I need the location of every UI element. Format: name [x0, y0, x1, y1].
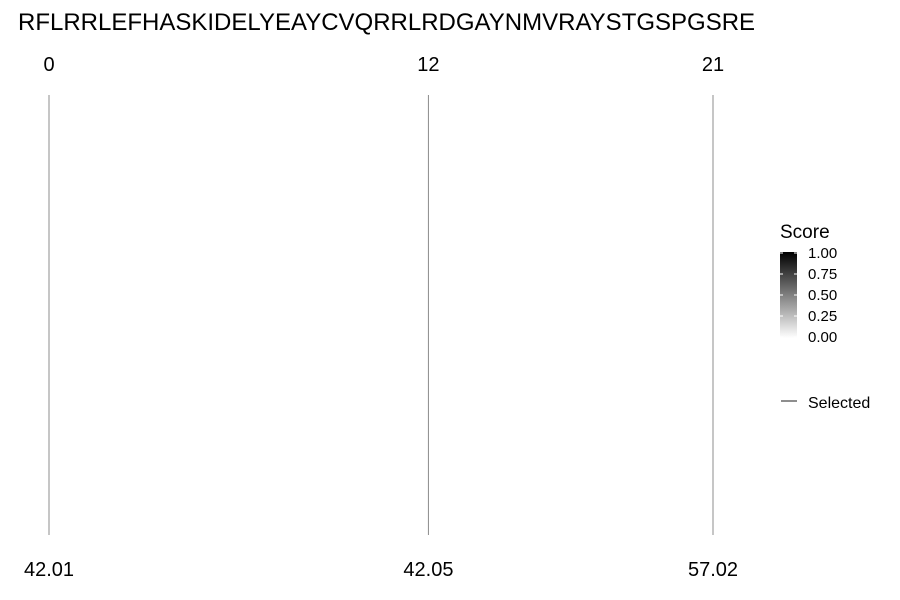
legend: Score 1.00 0.75 0.50 0.25 0.00 Selected [780, 222, 870, 412]
legend-gradient-bar [780, 252, 797, 338]
position-lines: 0 42.01 12 42.05 21 57.02 [24, 54, 738, 581]
line-bottom-label: 57.02 [688, 559, 738, 581]
legend-selected-label: Selected [808, 395, 870, 412]
legend-tick-label: 0.50 [808, 287, 837, 304]
legend-tick-label: 0.00 [808, 329, 837, 346]
legend-tick-label: 1.00 [808, 245, 837, 262]
line-top-label: 12 [417, 54, 439, 76]
line-top-label: 0 [43, 54, 54, 76]
chart-title: RFLRRLEFHASKIDELYEAYCVQRRLRDGAYNMVRAYSTG… [18, 9, 755, 36]
legend-title: Score [780, 222, 830, 243]
line-bottom-label: 42.01 [24, 559, 74, 581]
legend-ticks: 1.00 0.75 0.50 0.25 0.00 [780, 245, 837, 346]
legend-tick-label: 0.75 [808, 266, 837, 283]
line-top-label: 21 [702, 54, 724, 76]
line-bottom-label: 42.05 [403, 559, 453, 581]
legend-tick-label: 0.25 [808, 308, 837, 325]
